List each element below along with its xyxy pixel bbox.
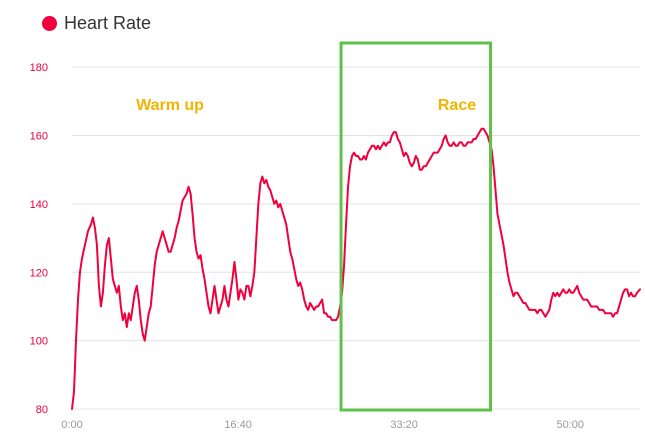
y-tick-label: 120 [30, 267, 48, 279]
race-highlight-box [339, 41, 493, 412]
legend: Heart Rate [42, 14, 151, 32]
y-tick-label: 100 [30, 336, 48, 348]
series-line-heart-rate [71, 127, 641, 410]
legend-label: Heart Rate [64, 13, 152, 33]
legend-dot-icon [42, 15, 57, 31]
y-tick-label: 80 [36, 404, 48, 416]
annotation-race: Race [438, 97, 476, 114]
annotation-warm-up: Warm up [136, 97, 204, 114]
y-tick-label: 180 [30, 62, 48, 74]
x-tick-label: 33:20 [390, 419, 418, 431]
x-tick-label: 0:00 [61, 419, 82, 431]
y-tick-label: 160 [30, 131, 48, 143]
x-tick-label: 50:00 [556, 419, 584, 431]
y-tick-label: 140 [30, 199, 48, 211]
x-tick-label: 16:40 [224, 419, 252, 431]
